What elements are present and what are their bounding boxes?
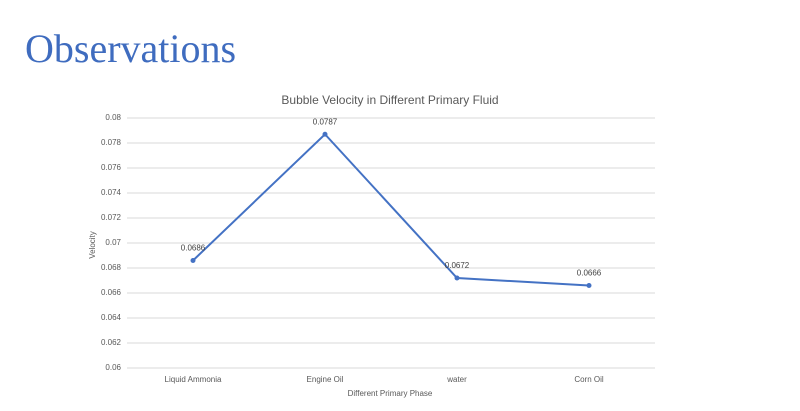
y-tick-label: 0.07 — [105, 238, 121, 247]
y-axis-label: Velocity — [88, 231, 97, 259]
y-tick-label: 0.078 — [101, 138, 122, 147]
point — [454, 275, 460, 281]
point — [586, 283, 592, 288]
point — [190, 258, 196, 263]
y-tick-label: 0.076 — [101, 163, 122, 172]
data-label: 0.0787 — [313, 117, 338, 126]
y-tick-label: 0.08 — [105, 113, 121, 122]
y-tick-label: 0.072 — [101, 213, 122, 222]
y-tick-label: 0.064 — [101, 313, 122, 322]
x-tick-label: Engine Oil — [307, 375, 344, 384]
chart-title: Bubble Velocity in Different Primary Flu… — [281, 93, 498, 107]
data-label: 0.0686 — [181, 244, 206, 253]
point — [322, 131, 328, 137]
series-line — [192, 132, 590, 287]
data-label: 0.0672 — [445, 261, 470, 270]
x-axis-label: Different Primary Phase — [348, 389, 433, 398]
x-tick-label: Corn Oil — [574, 375, 604, 384]
y-tick-label: 0.062 — [101, 338, 122, 347]
heading: Observations — [25, 26, 236, 71]
y-tick-label: 0.074 — [101, 188, 122, 197]
y-tick-label: 0.066 — [101, 288, 122, 297]
y-tick-label: 0.068 — [101, 263, 122, 272]
x-tick-label: water — [446, 375, 467, 384]
x-tick-label: Liquid Ammonia — [165, 375, 222, 384]
data-label: 0.0666 — [577, 269, 602, 278]
y-tick-label: 0.06 — [105, 363, 121, 372]
